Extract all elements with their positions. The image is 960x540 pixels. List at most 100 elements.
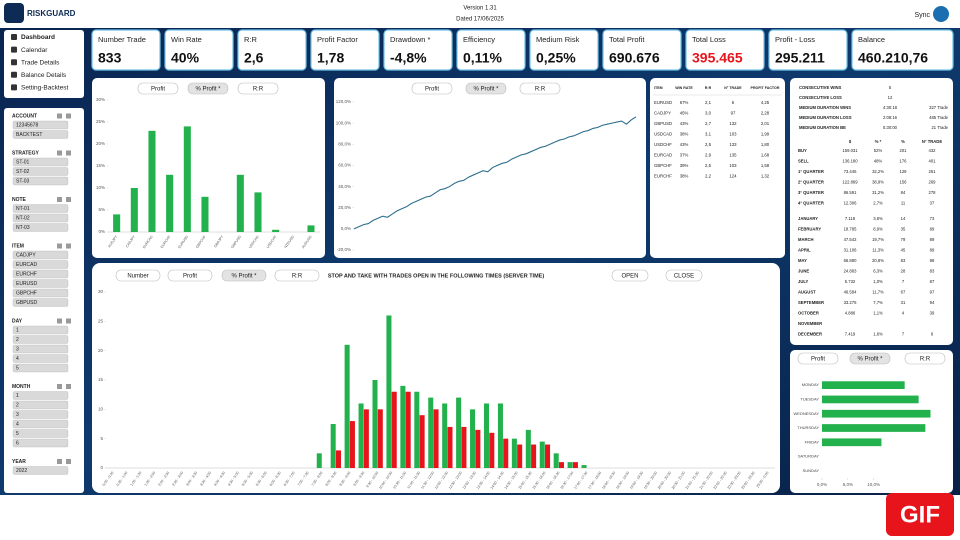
filter-item-box[interactable] bbox=[12, 120, 69, 130]
filter-item-box[interactable] bbox=[12, 429, 69, 438]
filter-item[interactable]: EURCHF bbox=[16, 272, 37, 278]
tab-button-label[interactable]: % Profit * bbox=[231, 273, 257, 279]
filter-item-box[interactable] bbox=[12, 130, 69, 139]
filter-item[interactable]: 2 bbox=[16, 403, 19, 409]
sync-icon[interactable] bbox=[933, 6, 949, 22]
filter-item-box[interactable] bbox=[12, 176, 69, 186]
filter-icon[interactable] bbox=[66, 150, 71, 156]
filter-item[interactable]: GBPCHF bbox=[16, 291, 37, 297]
tab-button-label[interactable]: Profit bbox=[151, 86, 165, 92]
tab-button-label[interactable]: R:R bbox=[920, 356, 931, 362]
filter-icon[interactable] bbox=[57, 384, 62, 389]
filter-item[interactable]: 3 bbox=[16, 347, 19, 353]
filter-item-box[interactable] bbox=[12, 269, 69, 279]
filter-item[interactable]: 5 bbox=[16, 431, 19, 437]
filter-item[interactable]: BACKTEST bbox=[16, 132, 42, 138]
filter-icon[interactable] bbox=[66, 318, 71, 324]
tab-button-label[interactable]: Profit bbox=[811, 356, 825, 362]
tab-button-label[interactable]: % Profit * bbox=[195, 86, 221, 92]
tab-button[interactable] bbox=[849, 352, 891, 365]
tab-button[interactable] bbox=[115, 269, 161, 282]
filter-icon[interactable] bbox=[66, 113, 71, 119]
filter-item-box[interactable] bbox=[12, 260, 69, 269]
tab-button[interactable] bbox=[221, 269, 267, 282]
tab-button[interactable] bbox=[665, 269, 703, 282]
filter-item-box[interactable] bbox=[12, 335, 69, 344]
filter-item-box[interactable] bbox=[12, 466, 69, 475]
filter-icon[interactable] bbox=[66, 459, 71, 464]
filter-item[interactable]: 1 bbox=[16, 328, 19, 334]
filter-icon[interactable] bbox=[57, 318, 62, 324]
tab-button-label[interactable]: R:R bbox=[535, 86, 546, 92]
tab-button-label[interactable]: CLOSE bbox=[674, 273, 694, 279]
filter-icon[interactable] bbox=[66, 384, 71, 389]
filter-item[interactable]: 2 bbox=[16, 337, 19, 343]
filter-item[interactable]: EURCAD bbox=[16, 262, 38, 268]
filter-item-box[interactable] bbox=[12, 325, 69, 335]
tab-button[interactable] bbox=[137, 82, 179, 95]
filter-item[interactable]: ST-01 bbox=[16, 160, 30, 166]
tab-button-label[interactable]: Profit bbox=[183, 273, 197, 279]
tab-button[interactable] bbox=[611, 269, 649, 282]
filter-item[interactable]: 5 bbox=[16, 366, 19, 372]
tab-button-label[interactable]: % Profit * bbox=[473, 86, 499, 92]
filter-item[interactable]: NT-02 bbox=[16, 216, 30, 222]
tab-button[interactable] bbox=[274, 269, 320, 282]
filter-item[interactable]: 6 bbox=[16, 441, 19, 447]
menu-item[interactable]: Setting-Backtest bbox=[21, 85, 69, 92]
filter-icon[interactable] bbox=[57, 243, 62, 249]
filter-item-box[interactable] bbox=[12, 419, 69, 429]
filter-item[interactable]: NT-01 bbox=[16, 206, 30, 212]
filter-icon[interactable] bbox=[66, 243, 71, 249]
tab-button[interactable] bbox=[237, 82, 279, 95]
filter-item[interactable]: CADJPY bbox=[16, 253, 36, 259]
tab-button[interactable] bbox=[465, 82, 507, 95]
menu-item[interactable]: Dashboard bbox=[21, 34, 55, 41]
filter-item[interactable]: GBPUSD bbox=[16, 300, 38, 306]
menu-item[interactable]: Trade Details bbox=[21, 59, 60, 66]
filter-icon[interactable] bbox=[57, 150, 62, 156]
filter-icon[interactable] bbox=[66, 197, 71, 202]
menu-item[interactable]: Calendar bbox=[21, 47, 48, 54]
tab-button[interactable] bbox=[519, 82, 561, 95]
filter-item[interactable]: 2022 bbox=[16, 468, 27, 474]
filter-item[interactable]: 3 bbox=[16, 412, 19, 418]
filter-item-box[interactable] bbox=[12, 354, 69, 363]
filter-item-box[interactable] bbox=[12, 223, 69, 232]
filter-item-box[interactable] bbox=[12, 400, 69, 410]
tab-button-label[interactable]: % Profit * bbox=[857, 356, 883, 362]
filter-item-box[interactable] bbox=[12, 279, 69, 288]
tab-button-label[interactable]: R:R bbox=[292, 273, 303, 279]
filter-item[interactable]: 1 bbox=[16, 393, 19, 399]
filter-item[interactable]: 12345678 bbox=[16, 123, 38, 129]
filter-item-box[interactable] bbox=[12, 288, 69, 298]
filter-icon[interactable] bbox=[57, 459, 62, 464]
tab-button-label[interactable]: OPEN bbox=[621, 273, 638, 279]
filter-item-box[interactable] bbox=[12, 344, 69, 354]
tab-button[interactable] bbox=[411, 82, 453, 95]
tab-button[interactable] bbox=[167, 269, 213, 282]
filter-item[interactable]: ST-02 bbox=[16, 169, 30, 175]
tab-button-label[interactable]: R:R bbox=[253, 86, 264, 92]
filter-icon[interactable] bbox=[57, 197, 62, 202]
tab-button[interactable] bbox=[187, 82, 229, 95]
filter-item-box[interactable] bbox=[12, 213, 69, 223]
filter-item-box[interactable] bbox=[12, 363, 69, 373]
filter-icon[interactable] bbox=[57, 113, 62, 119]
filter-item[interactable]: NT-03 bbox=[16, 225, 30, 231]
filter-item-box[interactable] bbox=[12, 438, 69, 448]
filter-item-box[interactable] bbox=[12, 298, 69, 307]
filter-item-box[interactable] bbox=[12, 157, 69, 167]
menu-item[interactable]: Balance Details bbox=[21, 72, 67, 79]
filter-item-box[interactable] bbox=[12, 167, 69, 176]
tab-button-label[interactable]: Number bbox=[127, 273, 148, 279]
tab-button-label[interactable]: Profit bbox=[425, 86, 439, 92]
filter-item[interactable]: 4 bbox=[16, 356, 19, 362]
filter-item[interactable]: 4 bbox=[16, 422, 19, 428]
tab-button[interactable] bbox=[797, 352, 839, 365]
filter-item-box[interactable] bbox=[12, 391, 69, 400]
filter-item-box[interactable] bbox=[12, 204, 69, 213]
filter-item-box[interactable] bbox=[12, 410, 69, 419]
filter-item[interactable]: EURUSD bbox=[16, 281, 38, 287]
filter-item-box[interactable] bbox=[12, 250, 69, 260]
